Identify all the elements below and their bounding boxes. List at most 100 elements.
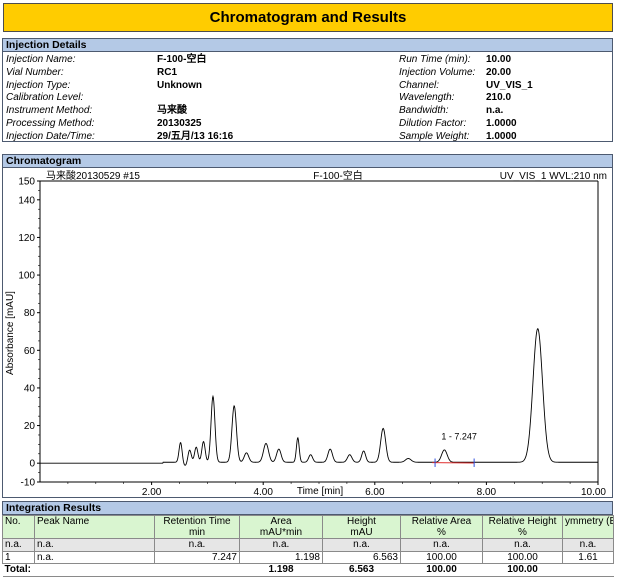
y-tick-label: 140 — [18, 195, 35, 206]
table-row: 1 n.a. 7.247 1.198 6.563 100.00 100.00 1.61 — [2, 550, 614, 564]
y-tick-label: 120 — [18, 233, 35, 244]
y-tick-label: 60 — [24, 346, 36, 357]
report-title: Chromatogram and Results — [3, 3, 613, 32]
table-cell-asym: n.a. — [562, 538, 614, 552]
column-header: Peak Name — [34, 515, 155, 539]
detail-row-left-5: Processing Method: 20130325 — [3, 118, 612, 131]
table-row: n.a. n.a. n.a. n.a. n.a. n.a. n.a. n.a. — [2, 538, 614, 552]
detail-value: 210.0 — [486, 92, 512, 104]
x-tick-label: 10.00 — [581, 487, 606, 497]
column-header-unit — [565, 527, 611, 538]
column-header: Area mAU*min — [239, 515, 323, 539]
chart-title-center: F-100-空白 — [313, 169, 362, 182]
x-tick-label: 2.00 — [142, 487, 162, 497]
column-header: Retention Time min — [154, 515, 240, 539]
chromatogram-chart: 150 140 120 100 80 60 40 20 0 -10 2.00 4.00 6.00 8.0… — [5, 169, 607, 498]
table-cell-name: n.a. — [34, 550, 155, 564]
total-cell-height: 6.563 — [322, 563, 401, 577]
injection-details-header: Injection Details — [2, 38, 613, 52]
detail-label: Channel: — [399, 79, 440, 91]
detail-row-right-5: Dilution Factor: 1.0000 — [3, 118, 612, 131]
table-cell-rel_height: 100.00 — [482, 550, 563, 564]
chart-title-right: UV_VIS_1 WVL:210 nm — [500, 171, 607, 182]
detail-row-left-4: Instrument Method: 马来酸 — [3, 105, 612, 118]
column-header: Relative Area% — [400, 515, 483, 539]
table-cell-height: n.a. — [322, 538, 401, 552]
column-header-title: No. — [5, 516, 21, 528]
column-header: Relative Height% — [482, 515, 563, 539]
detail-value: 20.00 — [486, 66, 512, 78]
detail-label: Vial Number: — [6, 66, 64, 78]
table-cell-no: 1 — [2, 550, 35, 564]
detail-row-left-1: Vial Number: RC1 — [3, 67, 612, 80]
y-tick-label: 40 — [24, 383, 36, 394]
detail-row-right-4: Bandwidth: n.a. — [3, 105, 612, 118]
chromatogram-trace — [40, 328, 598, 466]
x-tick-label: 8.00 — [477, 487, 497, 497]
column-header-unit — [37, 527, 152, 538]
column-header-title: Relative Area — [411, 516, 472, 528]
detail-value: 1.0000 — [486, 118, 517, 129]
total-row: Total: 1.198 6.563 100.00 100.00 — [2, 563, 614, 577]
detail-value: 马来酸 — [157, 105, 187, 117]
detail-value: n.a. — [486, 105, 504, 117]
column-header-title: Peak Name — [37, 516, 90, 528]
integration-results-header: Integration Results — [2, 501, 613, 515]
column-header-unit: mAU*min — [259, 527, 303, 538]
column-header-title: Relative Height — [488, 516, 557, 528]
table-cell-name: n.a. — [34, 538, 155, 552]
y-tick-label: 0 — [29, 459, 35, 470]
y-tick-label: 100 — [18, 271, 35, 282]
detail-label: Injection Volume: — [399, 66, 476, 78]
detail-label: Bandwidth: — [399, 105, 449, 117]
chromatogram-header: Chromatogram — [2, 154, 613, 168]
y-tick-label: 150 — [18, 177, 35, 188]
detail-row-right-6: Sample Weight: 1.0000 — [3, 131, 612, 144]
injection-details-panel: Injection Name: F-100-空白 Vial Number: RC1 In… — [2, 52, 613, 142]
detail-label: Run Time (min): — [399, 54, 471, 65]
total-cell-empty — [34, 563, 155, 577]
total-cell-label: Total: — [2, 563, 35, 577]
detail-label: Processing Method: — [6, 118, 95, 129]
detail-value: RC1 — [157, 66, 178, 78]
y-tick-label: -10 — [21, 478, 36, 489]
table-cell-rt: n.a. — [154, 538, 240, 552]
table-cell-no: n.a. — [2, 538, 35, 552]
total-cell-empty — [562, 563, 614, 577]
detail-label: Injection Date/Time: — [6, 130, 95, 142]
table-cell-rel_area: n.a. — [400, 538, 483, 552]
integration-header-row: No. Peak Name Retention Time min Area mAU*m… — [2, 515, 614, 539]
column-header-unit: % — [518, 527, 527, 538]
detail-value: F-100-空白 — [157, 54, 207, 65]
column-header-title: Area — [270, 516, 292, 528]
detail-label: Dilution Factor: — [399, 118, 467, 129]
chromatogram-panel: 150 140 120 100 80 60 40 20 0 -10 2.00 4.00 6.00 8.0… — [2, 168, 613, 498]
column-header-title: Height — [347, 516, 376, 528]
detail-value: Unknown — [157, 79, 202, 91]
y-tick-label: 20 — [24, 421, 36, 432]
detail-row-right-1: Injection Volume: 20.00 — [3, 67, 612, 80]
column-header-unit: % — [437, 527, 446, 538]
detail-row-right-2: Channel: UV_VIS_1 — [3, 80, 612, 93]
column-header-title: ymmetry (E — [565, 516, 614, 528]
total-cell-area: 1.198 — [239, 563, 323, 577]
x-tick-label: 6.00 — [365, 487, 385, 497]
peak-label: 1 - 7.247 — [441, 432, 477, 442]
detail-row-left-3: Calibration Level: — [3, 92, 612, 105]
detail-row-left-2: Injection Type: Unknown — [3, 80, 612, 93]
detail-value: 29/五月/13 16:16 — [157, 130, 234, 142]
column-header-unit — [5, 527, 32, 538]
detail-value: 20130325 — [157, 118, 202, 129]
column-header-title: Retention Time — [163, 516, 231, 528]
table-cell-rel_height: n.a. — [482, 538, 563, 552]
detail-label: Calibration Level: — [6, 92, 84, 104]
detail-label: Injection Type: — [6, 79, 71, 91]
integration-table: No. Peak Name Retention Time min Area mAU*m… — [2, 515, 614, 577]
total-cell-rel_area: 100.00 — [400, 563, 483, 577]
column-header: ymmetry (E — [562, 515, 614, 539]
detail-row-right-3: Wavelength: 210.0 — [3, 92, 612, 105]
total-cell-rel_height: 100.00 — [482, 563, 563, 577]
table-cell-rt: 7.247 — [154, 550, 240, 564]
column-header-unit: min — [188, 527, 206, 538]
detail-label: Injection Name: — [6, 54, 76, 65]
